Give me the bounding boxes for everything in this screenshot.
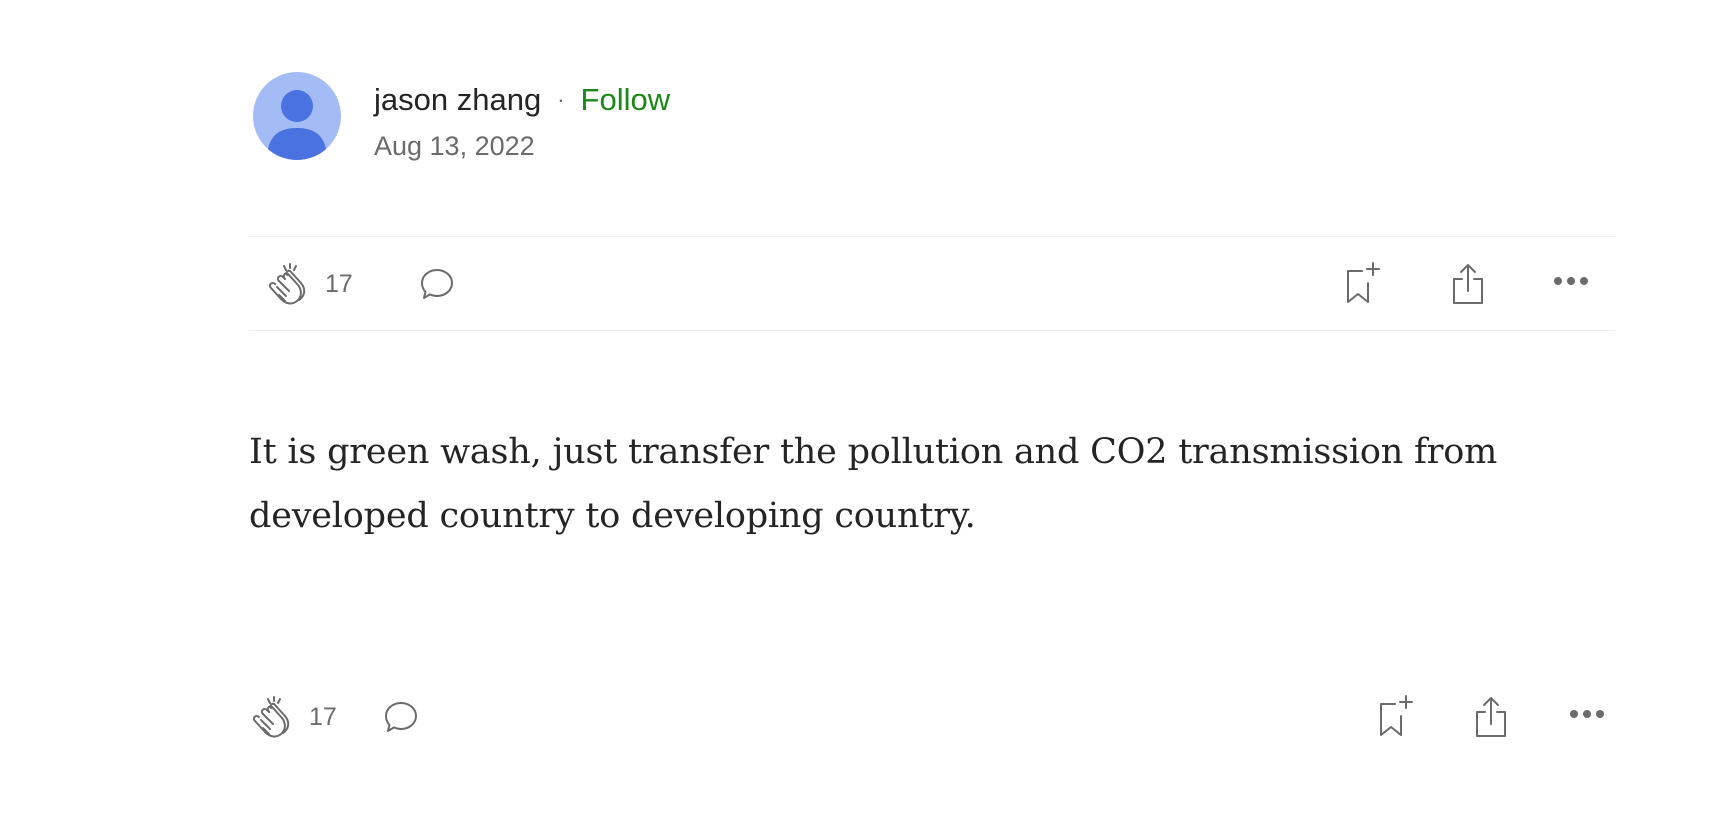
publish-date: Aug 13, 2022 <box>374 131 535 161</box>
clap-count: 17 <box>325 269 353 298</box>
top-action-bar: 17 <box>249 236 1615 331</box>
separator-dot: · <box>557 87 565 112</box>
more-icon <box>1570 710 1604 718</box>
more-icon <box>1554 277 1588 285</box>
bookmark-add-icon <box>1380 695 1413 736</box>
more-button[interactable] <box>1553 273 1589 289</box>
comment-icon <box>421 269 453 299</box>
save-button[interactable] <box>1343 261 1381 305</box>
bookmark-add-icon <box>1347 262 1380 303</box>
author-meta: jason zhang · Follow Aug 13, 2022 <box>374 72 670 164</box>
response-text: It is green wash, just transfer the poll… <box>249 432 1498 536</box>
author-name[interactable]: jason zhang <box>374 82 542 117</box>
clap-button[interactable]: 17 <box>253 694 337 740</box>
clap-icon <box>253 696 290 738</box>
share-icon <box>1476 697 1506 737</box>
author-line: jason zhang · Follow <box>374 80 670 120</box>
share-button[interactable] <box>1450 263 1486 305</box>
author-header: jason zhang · Follow Aug 13, 2022 <box>253 72 670 164</box>
clap-count: 17 <box>309 702 337 731</box>
follow-button[interactable]: Follow <box>580 82 671 117</box>
clap-icon <box>269 263 306 305</box>
more-button[interactable] <box>1569 706 1605 722</box>
clap-button[interactable]: 17 <box>269 261 353 307</box>
comment-button[interactable] <box>419 267 455 303</box>
comment-icon <box>385 702 417 732</box>
save-button[interactable] <box>1376 694 1414 738</box>
share-button[interactable] <box>1473 696 1509 738</box>
bottom-action-bar: 17 <box>249 672 1615 762</box>
user-silhouette-icon <box>267 90 327 160</box>
avatar[interactable] <box>253 72 341 160</box>
comment-button[interactable] <box>383 700 419 736</box>
share-icon <box>1453 264 1483 304</box>
